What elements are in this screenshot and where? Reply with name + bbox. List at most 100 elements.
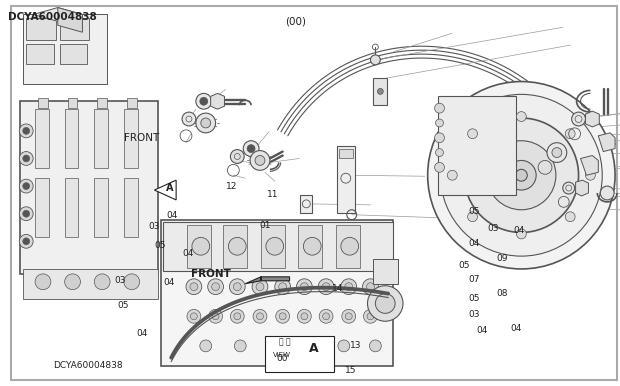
Text: 01: 01: [260, 221, 271, 230]
Text: 03: 03: [469, 310, 481, 319]
Circle shape: [370, 340, 381, 352]
Circle shape: [464, 118, 578, 232]
Circle shape: [435, 133, 445, 143]
Circle shape: [301, 313, 308, 320]
Circle shape: [23, 183, 30, 190]
Circle shape: [252, 279, 268, 295]
Bar: [60, 44, 87, 64]
Circle shape: [209, 310, 223, 323]
Bar: [163, 222, 393, 271]
Text: (00): (00): [285, 17, 306, 27]
Circle shape: [190, 283, 198, 291]
Bar: [60, 19, 89, 40]
Circle shape: [440, 94, 602, 256]
Circle shape: [23, 238, 30, 245]
Bar: [127, 98, 136, 108]
Circle shape: [228, 237, 246, 255]
Circle shape: [275, 279, 291, 295]
Circle shape: [338, 340, 350, 352]
Bar: [38, 98, 48, 108]
Circle shape: [370, 55, 380, 65]
Circle shape: [600, 186, 614, 200]
Circle shape: [565, 212, 575, 222]
Circle shape: [322, 283, 330, 291]
Text: VIEW: VIEW: [273, 352, 291, 358]
Bar: [373, 259, 398, 284]
Circle shape: [200, 97, 208, 105]
Circle shape: [279, 283, 286, 291]
Text: A: A: [309, 342, 319, 356]
Circle shape: [257, 313, 264, 320]
Circle shape: [375, 294, 395, 313]
Text: DCYA60004838: DCYA60004838: [8, 12, 97, 22]
Circle shape: [19, 179, 33, 193]
Text: 07: 07: [469, 275, 481, 284]
Circle shape: [190, 313, 197, 320]
Circle shape: [301, 283, 308, 291]
Circle shape: [19, 124, 33, 138]
Circle shape: [192, 237, 210, 255]
Text: 05: 05: [118, 301, 129, 310]
Bar: [64, 178, 79, 237]
Circle shape: [515, 169, 527, 181]
Circle shape: [182, 112, 196, 126]
Text: 03: 03: [115, 276, 126, 285]
Polygon shape: [211, 93, 224, 109]
Text: 00: 00: [277, 354, 288, 363]
Circle shape: [585, 170, 595, 180]
Bar: [20, 101, 158, 274]
Circle shape: [467, 212, 477, 222]
Text: DCYA60004838: DCYA60004838: [53, 361, 123, 370]
Circle shape: [269, 340, 281, 352]
Circle shape: [201, 118, 211, 128]
Circle shape: [367, 313, 374, 320]
Circle shape: [552, 147, 562, 157]
Circle shape: [547, 143, 567, 163]
Text: A: A: [166, 183, 173, 193]
Bar: [301, 195, 312, 213]
Circle shape: [250, 151, 270, 170]
Circle shape: [253, 310, 267, 323]
Circle shape: [266, 237, 283, 255]
Circle shape: [322, 313, 329, 320]
Circle shape: [318, 279, 334, 295]
Circle shape: [196, 113, 216, 133]
Bar: [298, 225, 322, 268]
Circle shape: [298, 310, 311, 323]
Circle shape: [19, 234, 33, 248]
Bar: [440, 127, 454, 152]
Circle shape: [233, 283, 241, 291]
Circle shape: [231, 150, 244, 163]
Circle shape: [565, 129, 575, 139]
Text: 04: 04: [163, 278, 174, 287]
Text: 参 照: 参 照: [279, 337, 290, 347]
Text: FRONT: FRONT: [190, 269, 231, 279]
Bar: [64, 109, 79, 168]
Circle shape: [200, 340, 211, 352]
Text: 03: 03: [148, 222, 160, 231]
Text: 04: 04: [136, 329, 148, 339]
Text: 11: 11: [267, 190, 278, 200]
Polygon shape: [580, 156, 598, 175]
Bar: [23, 269, 158, 298]
Circle shape: [23, 210, 30, 217]
Text: 13: 13: [350, 341, 361, 350]
Circle shape: [435, 103, 445, 113]
Circle shape: [368, 286, 403, 321]
Circle shape: [23, 127, 30, 134]
Text: 03: 03: [487, 223, 498, 232]
Circle shape: [563, 182, 575, 194]
Text: 15: 15: [345, 366, 356, 374]
Circle shape: [94, 274, 110, 290]
Circle shape: [341, 279, 356, 295]
Text: 05: 05: [469, 207, 481, 216]
Circle shape: [234, 340, 246, 352]
Bar: [438, 96, 516, 195]
Circle shape: [363, 310, 378, 323]
Circle shape: [516, 112, 526, 122]
Bar: [94, 178, 108, 237]
Polygon shape: [245, 277, 290, 284]
Polygon shape: [598, 133, 615, 152]
Text: FRONT: FRONT: [124, 133, 159, 143]
Circle shape: [487, 141, 556, 210]
